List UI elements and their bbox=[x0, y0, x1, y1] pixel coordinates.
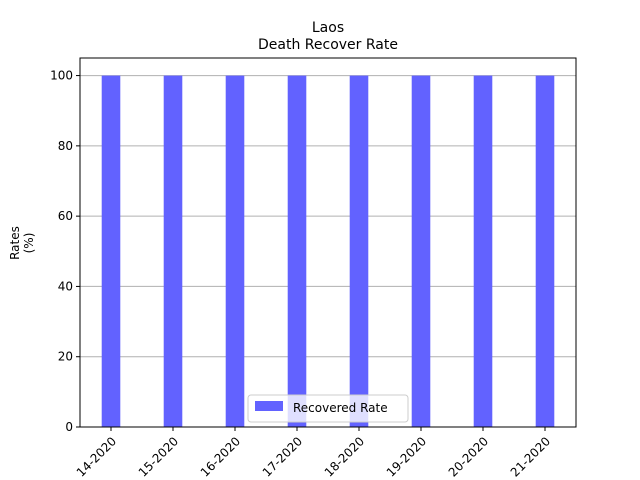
y-tick-label: 60 bbox=[58, 209, 73, 223]
y-axis-ticks: 0 20 40 60 80 100 bbox=[50, 69, 80, 434]
bar bbox=[473, 75, 493, 428]
legend: Recovered Rate bbox=[247, 394, 409, 423]
legend-label: Recovered Rate bbox=[293, 401, 388, 415]
y-tick-label: 0 bbox=[65, 420, 73, 434]
bar bbox=[163, 75, 183, 428]
y-tick-label: 40 bbox=[58, 279, 73, 293]
chart-subtitle: Death Recover Rate bbox=[258, 37, 398, 53]
bar bbox=[411, 75, 431, 428]
y-tick-label: 100 bbox=[50, 69, 73, 83]
y-axis-label-line2: (%) bbox=[22, 233, 36, 254]
y-axis-label-line1: Rates bbox=[8, 226, 22, 260]
bar bbox=[535, 75, 555, 428]
bar bbox=[287, 75, 307, 428]
legend-box bbox=[247, 394, 409, 423]
bar-series bbox=[101, 75, 555, 428]
bar bbox=[349, 75, 369, 428]
y-tick-label: 20 bbox=[58, 350, 73, 364]
bar bbox=[225, 75, 245, 428]
y-axis-label: Rates (%) bbox=[8, 226, 36, 260]
legend-swatch bbox=[255, 401, 283, 411]
chart-title: Laos bbox=[312, 20, 344, 36]
plot-frame bbox=[79, 57, 577, 428]
y-tick-label: 80 bbox=[58, 139, 73, 153]
bar bbox=[101, 75, 121, 428]
